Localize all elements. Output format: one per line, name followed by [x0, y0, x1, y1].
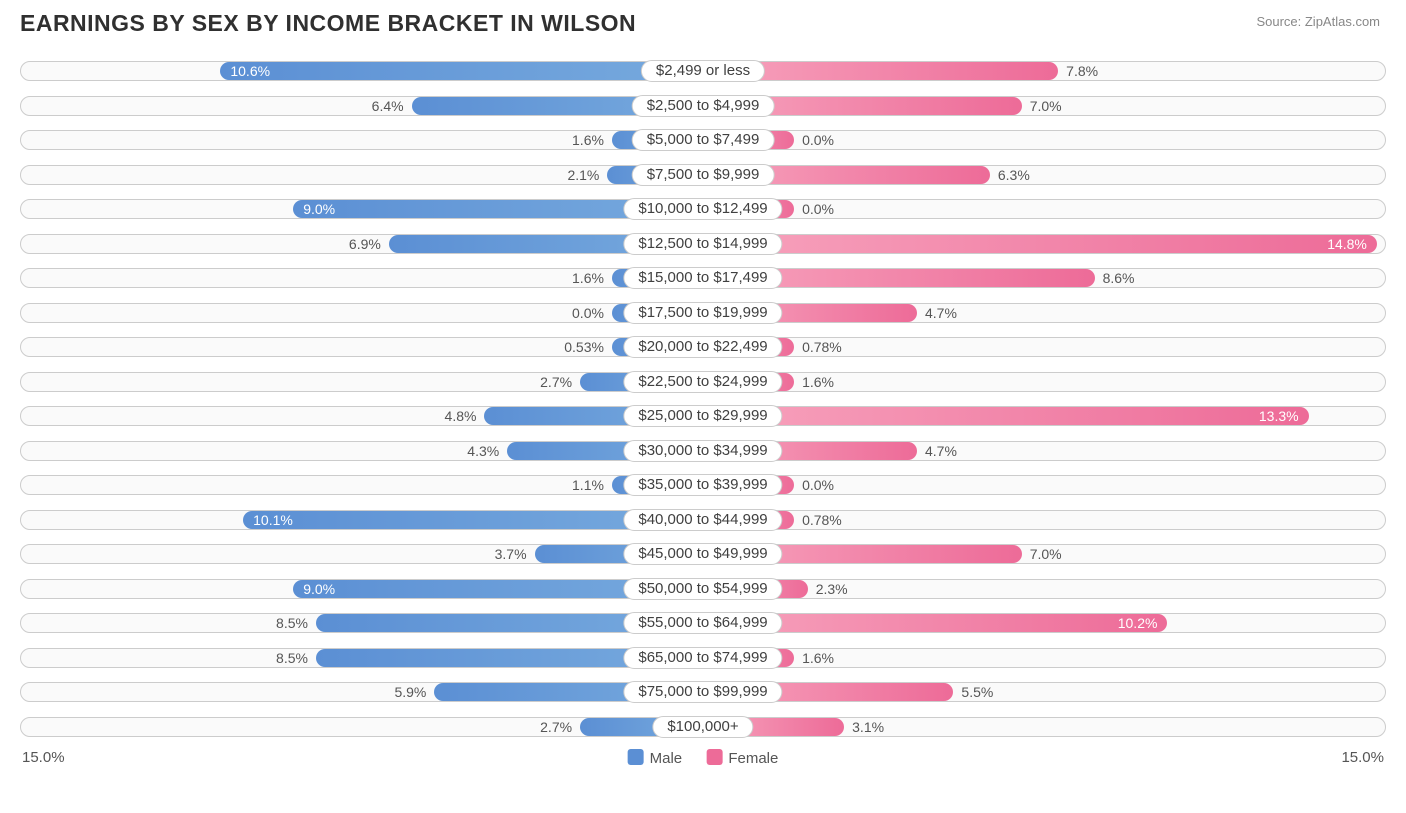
- female-value-label: 4.7%: [917, 442, 957, 460]
- category-label: $17,500 to $19,999: [623, 302, 782, 324]
- category-label: $2,499 or less: [641, 60, 765, 82]
- male-value-label: 0.53%: [564, 338, 612, 356]
- male-value-label: 1.1%: [572, 476, 612, 494]
- female-value-label: 1.6%: [794, 649, 834, 667]
- female-value-label: 7.0%: [1022, 545, 1062, 563]
- chart-row: 9.0%0.0%$10,000 to $12,499: [20, 193, 1386, 224]
- category-label: $75,000 to $99,999: [623, 681, 782, 703]
- category-label: $20,000 to $22,499: [623, 336, 782, 358]
- chart-row: 10.6% 7.8% $2,499 or less: [20, 55, 1386, 86]
- chart-row: 2.7% 3.1% $100,000+: [20, 711, 1386, 742]
- male-value-label: 2.1%: [567, 166, 607, 184]
- diverging-bar-chart: 10.6% 7.8% $2,499 or less 6.4% 7.0% $2,500 to…: [20, 55, 1386, 741]
- chart-row: 4.8% 13.3%$25,000 to $29,999: [20, 400, 1386, 431]
- legend: Male Female: [618, 749, 789, 767]
- chart-row: 8.5%10.2%$55,000 to $64,999: [20, 607, 1386, 638]
- chart-footer: 15.0% Male Female 15.0%: [20, 745, 1386, 781]
- chart-row: 8.5% 1.6% $65,000 to $74,999: [20, 642, 1386, 673]
- female-value-label: 0.78%: [794, 338, 842, 356]
- male-value-label: 1.6%: [572, 131, 612, 149]
- male-value-label: 3.7%: [495, 545, 535, 563]
- chart-row: 10.1%0.78%$40,000 to $44,999: [20, 504, 1386, 535]
- male-value-label: 5.9%: [394, 683, 434, 701]
- male-value-label: 2.7%: [540, 718, 580, 736]
- chart-row: 1.1% 0.0% $35,000 to $39,999: [20, 469, 1386, 500]
- chart-row: 1.6% 8.6% $15,000 to $17,499: [20, 262, 1386, 293]
- female-value-label: 0.0%: [794, 131, 834, 149]
- female-value-label: 0.0%: [794, 200, 834, 218]
- male-value-label: 8.5%: [276, 614, 316, 632]
- category-label: $10,000 to $12,499: [623, 198, 782, 220]
- female-value-label: 0.78%: [794, 511, 842, 529]
- category-label: $45,000 to $49,999: [623, 543, 782, 565]
- axis-max-right: 15.0%: [1341, 749, 1384, 766]
- female-value-label: 7.8%: [1058, 62, 1098, 80]
- chart-title: EARNINGS BY SEX BY INCOME BRACKET IN WIL…: [20, 10, 1386, 37]
- category-label: $15,000 to $17,499: [623, 267, 782, 289]
- male-value-label: 6.4%: [372, 97, 412, 115]
- axis-max-left: 15.0%: [22, 749, 65, 766]
- chart-row: 2.7% 1.6% $22,500 to $24,999: [20, 366, 1386, 397]
- category-label: $35,000 to $39,999: [623, 474, 782, 496]
- female-value-label: 14.8%: [703, 235, 1377, 253]
- female-value-label: 6.3%: [990, 166, 1030, 184]
- category-label: $5,000 to $7,499: [632, 129, 775, 151]
- category-label: $65,000 to $74,999: [623, 647, 782, 669]
- female-value-label: 13.3%: [703, 407, 1309, 425]
- female-swatch: [706, 749, 722, 765]
- chart-row: 3.7% 7.0% $45,000 to $49,999: [20, 538, 1386, 569]
- female-value-label: 4.7%: [917, 304, 957, 322]
- chart-row: 6.9% 14.8%$12,500 to $14,999: [20, 228, 1386, 259]
- female-value-label: 8.6%: [1095, 269, 1135, 287]
- male-value-label: 8.5%: [276, 649, 316, 667]
- category-label: $7,500 to $9,999: [632, 164, 775, 186]
- legend-female-label: Female: [728, 750, 778, 767]
- source-attribution: Source: ZipAtlas.com: [1256, 14, 1380, 29]
- male-value-label: 10.6%: [220, 62, 703, 80]
- category-label: $50,000 to $54,999: [623, 578, 782, 600]
- male-value-label: 4.3%: [467, 442, 507, 460]
- category-label: $22,500 to $24,999: [623, 371, 782, 393]
- male-value-label: 6.9%: [349, 235, 389, 253]
- category-label: $55,000 to $64,999: [623, 612, 782, 634]
- female-value-label: 3.1%: [844, 718, 884, 736]
- legend-male-label: Male: [650, 750, 683, 767]
- male-value-label: 2.7%: [540, 373, 580, 391]
- female-value-label: 1.6%: [794, 373, 834, 391]
- category-label: $25,000 to $29,999: [623, 405, 782, 427]
- category-label: $2,500 to $4,999: [632, 95, 775, 117]
- chart-row: 0.53% 0.78% $20,000 to $22,499: [20, 331, 1386, 362]
- chart-row: 1.6% 0.0% $5,000 to $7,499: [20, 124, 1386, 155]
- legend-male: Male: [628, 749, 683, 767]
- female-value-label: 0.0%: [794, 476, 834, 494]
- male-value-label: 0.0%: [572, 304, 612, 322]
- category-label: $40,000 to $44,999: [623, 509, 782, 531]
- male-swatch: [628, 749, 644, 765]
- female-value-label: 2.3%: [808, 580, 848, 598]
- category-label: $12,500 to $14,999: [623, 233, 782, 255]
- chart-row: 0.0% 4.7% $17,500 to $19,999: [20, 297, 1386, 328]
- female-value-label: 5.5%: [953, 683, 993, 701]
- male-value-label: 4.8%: [445, 407, 485, 425]
- category-label: $100,000+: [652, 716, 753, 738]
- male-value-label: 1.6%: [572, 269, 612, 287]
- female-value-label: 7.0%: [1022, 97, 1062, 115]
- chart-row: 4.3% 4.7% $30,000 to $34,999: [20, 435, 1386, 466]
- chart-row: 9.0%2.3%$50,000 to $54,999: [20, 573, 1386, 604]
- chart-row: 2.1% 6.3% $7,500 to $9,999: [20, 159, 1386, 190]
- legend-female: Female: [706, 749, 778, 767]
- category-label: $30,000 to $34,999: [623, 440, 782, 462]
- chart-row: 6.4% 7.0% $2,500 to $4,999: [20, 90, 1386, 121]
- chart-row: 5.9% 5.5% $75,000 to $99,999: [20, 676, 1386, 707]
